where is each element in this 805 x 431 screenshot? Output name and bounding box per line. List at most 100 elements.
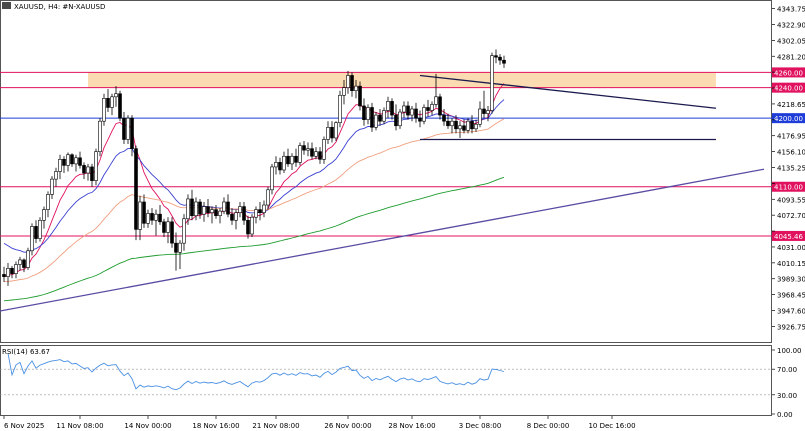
candle-body	[10, 268, 14, 274]
candle-body	[50, 178, 54, 195]
rsi-tick-label: 70.00	[777, 366, 797, 374]
main-pane-border	[0, 0, 772, 343]
candle-body	[138, 201, 142, 230]
candle-body	[474, 123, 478, 130]
candle-body	[82, 165, 86, 174]
candle-body	[110, 96, 114, 108]
candle-body	[18, 259, 22, 265]
y-tick-label: 4072.70	[777, 212, 805, 220]
candle-body	[482, 108, 486, 114]
candle-body	[118, 93, 122, 119]
candle-body	[146, 213, 150, 224]
rsi-tick-label: 0.00	[777, 411, 793, 419]
candle-body	[382, 110, 386, 122]
y-tick-label: 4176.95	[777, 133, 805, 141]
candle-body	[314, 151, 318, 157]
x-tick-label: 14 Nov 00:00	[124, 422, 171, 430]
candle-body	[418, 117, 422, 122]
candle-body	[326, 126, 330, 140]
candle-body	[362, 105, 366, 120]
candle-body	[238, 206, 242, 213]
candle-body	[310, 148, 314, 157]
candle-body	[414, 108, 418, 119]
x-tick-label: 3 Dec 08:00	[459, 422, 502, 430]
candle-body	[102, 98, 106, 122]
candle-body	[126, 117, 130, 140]
candle-body	[22, 259, 26, 268]
candle-body	[98, 120, 102, 152]
x-tick-label: 21 Nov 08:00	[252, 422, 299, 430]
candle-body	[38, 219, 42, 239]
candle-body	[154, 213, 158, 221]
candle-body	[226, 201, 230, 215]
candle-body	[222, 201, 226, 212]
candle-body	[26, 250, 30, 268]
candle-body	[282, 155, 286, 171]
level-label-box	[772, 82, 805, 93]
rsi-label: RSI(14) 63.67	[2, 348, 50, 356]
candle-body	[46, 194, 50, 210]
candle-body	[302, 145, 306, 151]
y-tick-label: 4343.75	[777, 6, 805, 14]
candle-body	[178, 242, 182, 253]
rsi-tick-label: 100.00	[777, 347, 802, 355]
candle-body	[462, 125, 466, 131]
candle-body	[198, 201, 202, 215]
x-tick-label: 10 Dec 16:00	[588, 422, 635, 430]
candle-body	[446, 120, 450, 127]
candle-body	[166, 221, 170, 233]
candle-body	[150, 213, 154, 221]
candle-body	[350, 75, 354, 92]
candle-body	[330, 126, 334, 139]
candle-body	[174, 242, 178, 253]
candle-body	[434, 96, 438, 105]
candle-body	[374, 114, 378, 128]
candle-body	[294, 155, 298, 163]
candle-body	[494, 55, 498, 58]
rsi-pane-background	[0, 345, 772, 416]
level-label-box	[772, 181, 805, 192]
candle-body	[290, 155, 294, 165]
candle-body	[502, 59, 506, 64]
candle-body	[230, 213, 234, 221]
candle-body	[266, 189, 270, 206]
level-label-box	[772, 113, 805, 124]
candle-body	[358, 85, 362, 107]
level-label: 4110.00	[774, 184, 803, 192]
candle-body	[458, 125, 462, 130]
x-tick-label: 8 Dec 00:00	[527, 422, 570, 430]
y-tick-label: 4322.90	[777, 21, 805, 29]
candle-body	[450, 120, 454, 127]
candle-body	[142, 201, 146, 224]
candle-body	[478, 108, 482, 125]
candle-body	[242, 206, 246, 221]
candle-body	[14, 264, 18, 274]
candle-body	[210, 209, 214, 213]
candle-body	[106, 98, 110, 108]
candle-body	[322, 139, 326, 160]
level-label: 4200.00	[774, 115, 803, 123]
x-tick-label: 28 Nov 16:00	[388, 422, 435, 430]
x-tick-label: 11 Nov 08:00	[56, 422, 103, 430]
candle-body	[366, 107, 370, 120]
candle-body	[62, 159, 66, 166]
candle-body	[2, 274, 6, 277]
candle-body	[190, 198, 194, 217]
candle-body	[378, 114, 382, 122]
symbol-icon	[2, 2, 11, 9]
candle-body	[258, 209, 262, 213]
y-tick-label: 4156.10	[777, 149, 805, 157]
candle-body	[262, 204, 266, 213]
candle-body	[254, 209, 258, 218]
candle-body	[122, 117, 126, 140]
candle-body	[134, 148, 138, 230]
candle-body	[306, 148, 310, 151]
candle-body	[470, 120, 474, 130]
candle-body	[42, 209, 46, 221]
candle-body	[394, 114, 398, 127]
candle-body	[442, 114, 446, 122]
y-tick-label: 4010.15	[777, 260, 805, 268]
y-tick-label: 3989.30	[777, 276, 805, 284]
candle-body	[170, 221, 174, 244]
rsi-tick-label: 30.00	[777, 392, 797, 400]
